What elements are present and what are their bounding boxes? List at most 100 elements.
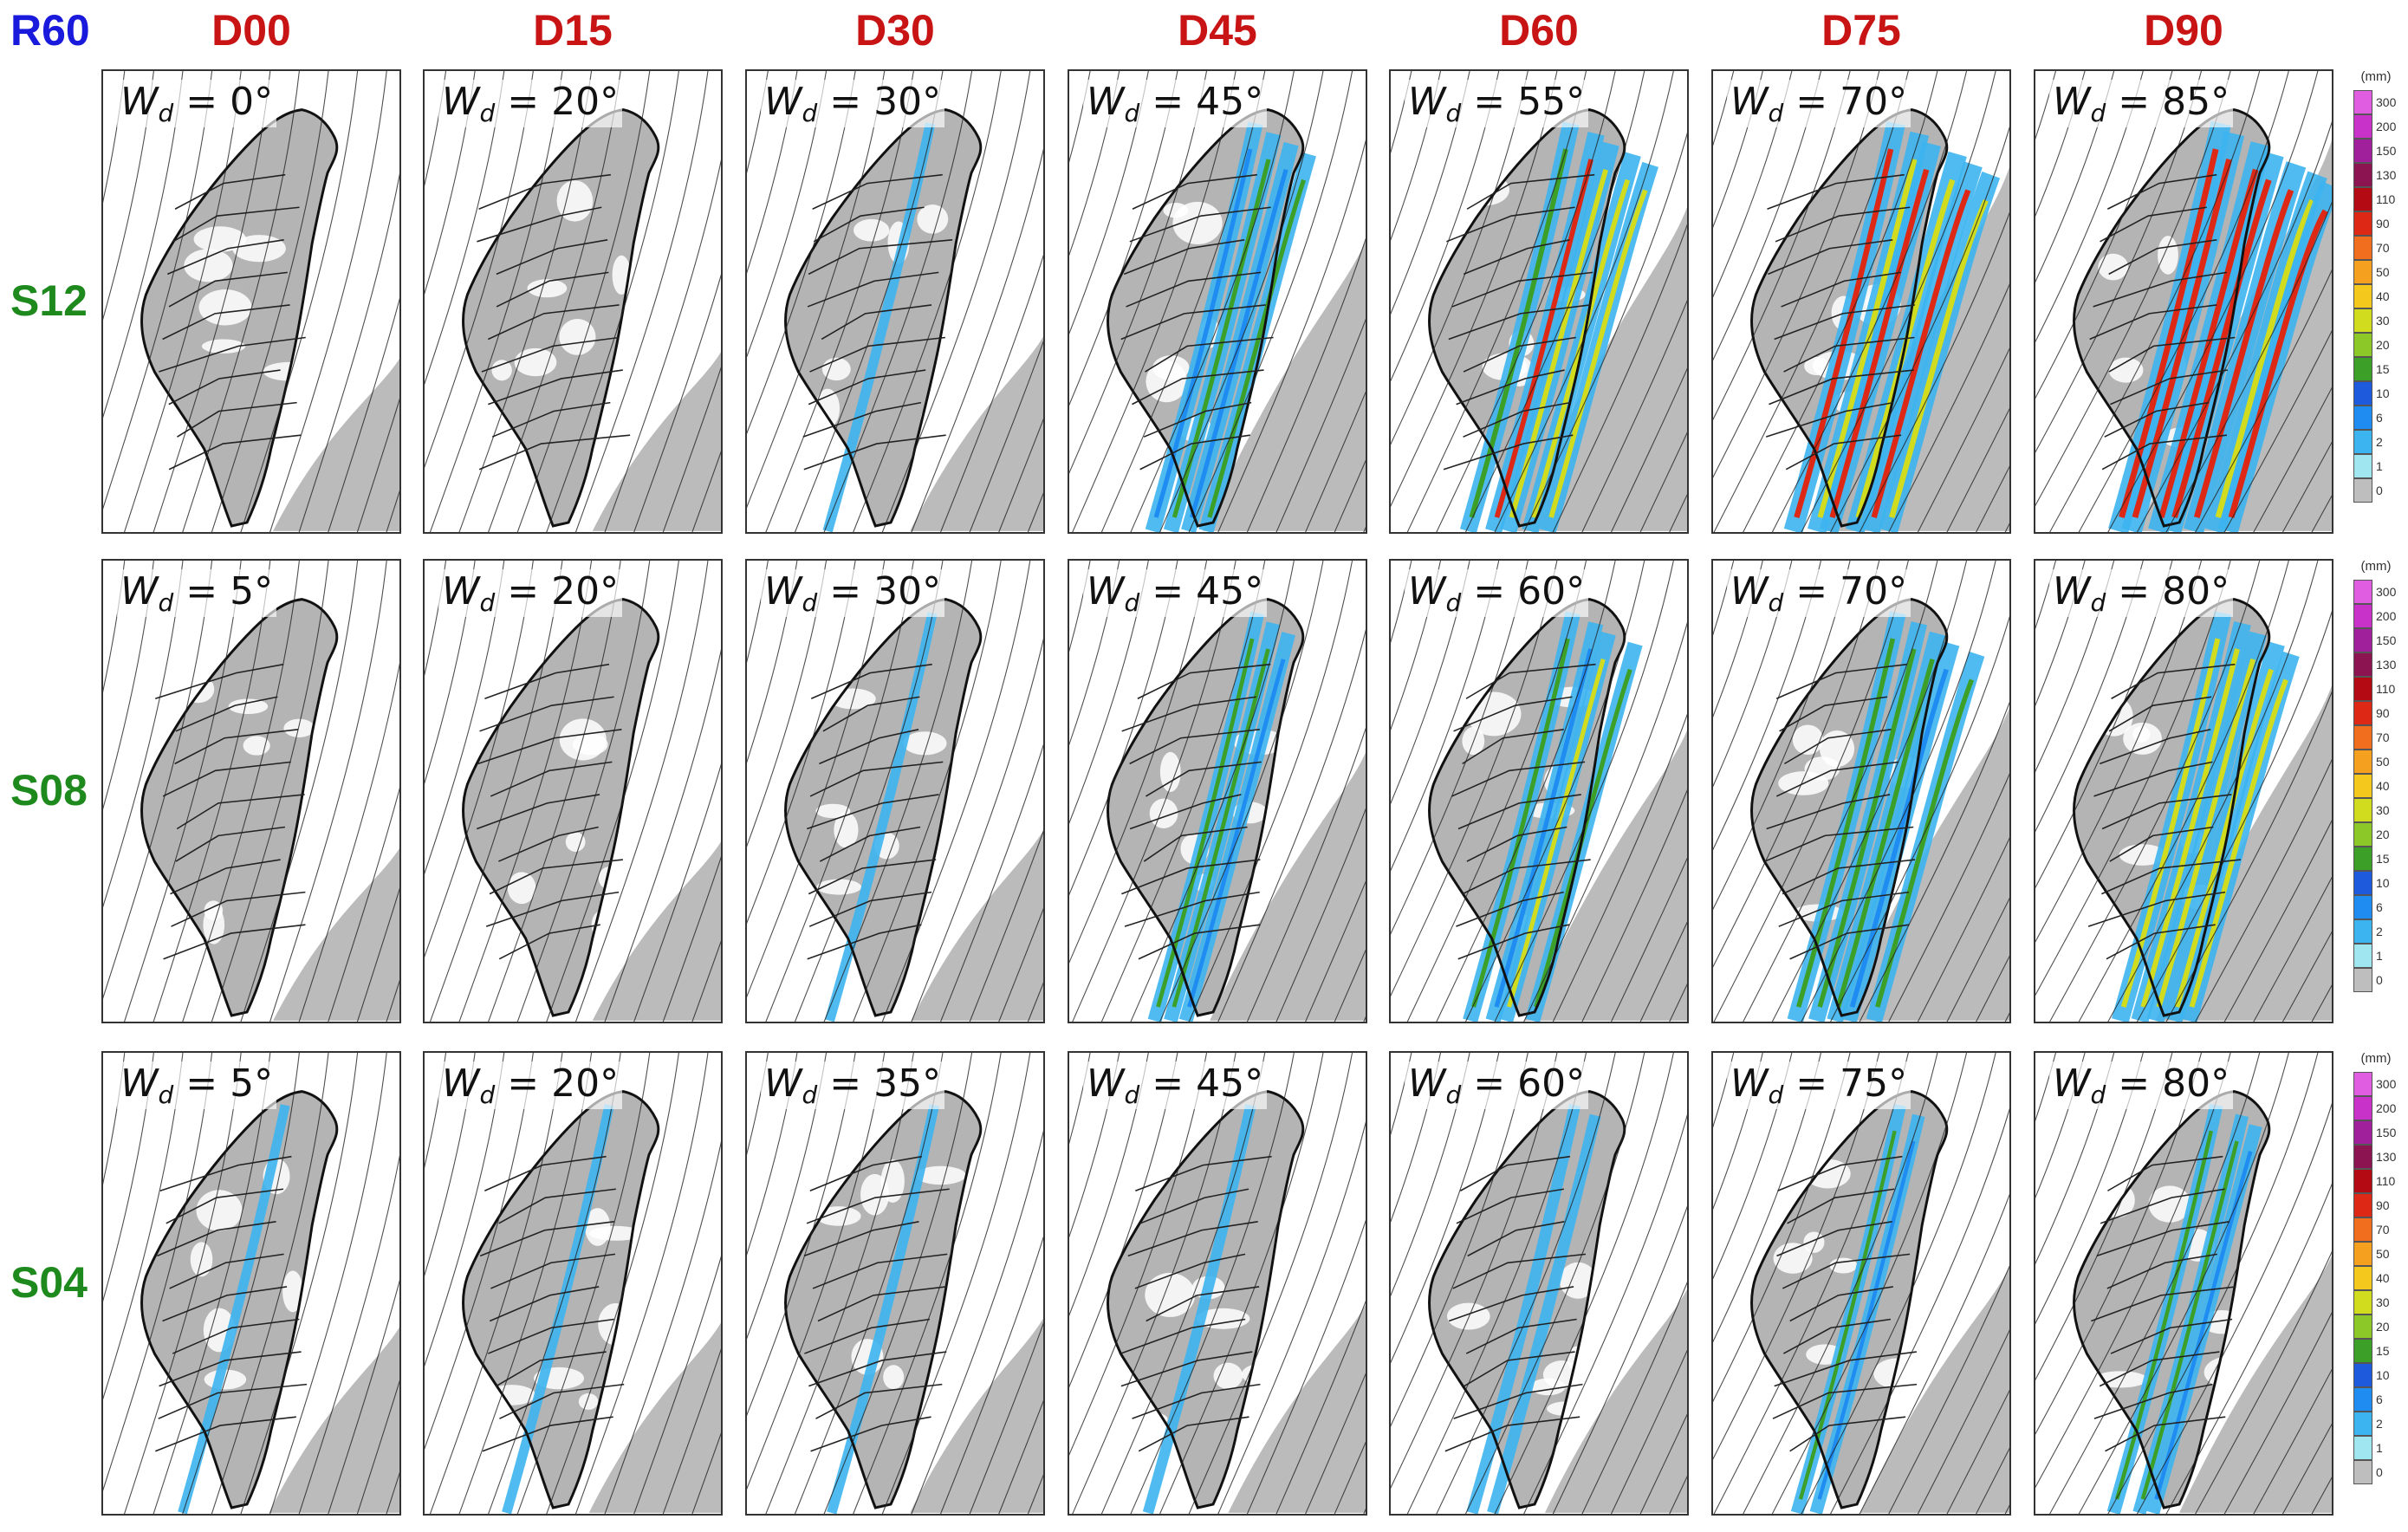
streamline: [182, 1053, 300, 1514]
streamline: [2035, 561, 2231, 996]
streamline-map: [1069, 1053, 1366, 1514]
wd-subscript: d: [2090, 588, 2106, 617]
streamline: [103, 71, 154, 321]
streamline: [103, 561, 184, 908]
county-boundary: [2108, 696, 2212, 732]
colorbar-swatch: [2353, 236, 2372, 260]
dry-patch: [1804, 756, 1840, 781]
county-boundary: [1783, 336, 1915, 373]
wd-value: 5°: [230, 1061, 274, 1106]
county-boundary: [817, 1286, 947, 1322]
county-boundary: [159, 336, 306, 373]
heavy-rain-core: [1835, 659, 1935, 1008]
streamline: [356, 887, 399, 1022]
wd-symbol: W: [1730, 1061, 1769, 1106]
county-boundary: [804, 1318, 931, 1354]
county-boundary: [169, 1253, 284, 1289]
map-panel-s12-d15: Wd = 20°: [423, 69, 723, 534]
county-boundary: [1121, 696, 1256, 732]
wd-symbol: W: [442, 80, 480, 124]
streamline: [2223, 820, 2332, 1022]
county-boundary: [162, 1286, 288, 1322]
streamline: [747, 1053, 886, 1490]
wind-direction-label: Wd = 80°: [2049, 569, 2234, 617]
streamline: [425, 561, 476, 785]
county-boundary: [1120, 1351, 1253, 1387]
streamline: [1159, 1053, 1324, 1514]
dry-patch: [228, 698, 269, 715]
streamline: [103, 1053, 213, 1491]
county-boundary: [1132, 1383, 1261, 1419]
wd-equals: =: [173, 569, 230, 613]
wd-value: 70°: [1840, 569, 1908, 613]
streamline: [1217, 629, 1366, 1022]
streamline: [881, 561, 1031, 1022]
colorbar-tick: 2: [2376, 1417, 2383, 1431]
streamline: [969, 341, 1043, 532]
wd-value: 55°: [1517, 80, 1586, 124]
streamline: [1946, 1389, 2009, 1514]
wind-direction-label: Wd = 70°: [1727, 80, 1911, 127]
colorbar-swatch: [2353, 1169, 2372, 1193]
streamline: [765, 71, 914, 532]
streamline: [1406, 71, 1587, 532]
streamline: [124, 561, 242, 1022]
dry-patch: [491, 360, 512, 381]
colorbar-tick: 70: [2376, 730, 2390, 744]
streamline: [458, 1053, 593, 1514]
dry-patch: [527, 279, 568, 298]
streamline: [747, 1053, 828, 1340]
streamline-map: [2035, 561, 2332, 1022]
streamline: [853, 561, 1002, 1022]
colorbar-swatch: [2353, 1436, 2372, 1460]
wind-direction-label: Wd = 20°: [438, 80, 623, 127]
coastline: [2073, 598, 2271, 1017]
streamline: [425, 71, 447, 187]
streamline: [633, 763, 721, 1022]
county-boundary: [1769, 369, 1914, 406]
coastline: [1428, 598, 1626, 1017]
county-boundary: [477, 206, 602, 243]
wd-symbol: W: [1408, 80, 1446, 124]
streamline: [853, 71, 1002, 532]
dry-patch: [915, 1165, 966, 1185]
streamline: [1406, 1053, 1587, 1514]
streamline: [516, 561, 651, 1022]
dry-patch: [598, 1302, 633, 1346]
county-boundary: [1465, 663, 1596, 699]
streamline: [1069, 561, 1208, 964]
wd-equals: =: [1783, 80, 1840, 124]
rain-band: [502, 1104, 614, 1514]
streamline: [1391, 71, 1529, 445]
streamline: [1713, 71, 1909, 532]
offshore-rain-area: [911, 830, 1043, 1021]
county-boundary: [1453, 696, 1573, 732]
wd-subscript: d: [1768, 588, 1784, 617]
colorbar-swatch: [2353, 1242, 2372, 1266]
wd-symbol: W: [2053, 569, 2091, 613]
streamline: [604, 159, 721, 532]
county-boundary: [1464, 1351, 1575, 1387]
streamline: [2107, 561, 2319, 1022]
county-boundary: [1774, 304, 1915, 341]
wd-symbol: W: [1087, 80, 1125, 124]
streamline: [1100, 1053, 1266, 1514]
streamline: [2253, 1368, 2332, 1514]
wd-symbol: W: [120, 80, 159, 124]
streamline: [1436, 71, 1616, 532]
streamline: [1069, 561, 1178, 896]
colorbar-tick: 10: [2376, 386, 2390, 400]
county-boundary: [2093, 761, 2213, 797]
county-boundary: [1783, 729, 1892, 765]
dry-patch: [1773, 1243, 1813, 1274]
county-boundary: [154, 663, 284, 700]
dry-patch: [184, 249, 233, 282]
offshore-rain-area: [273, 848, 399, 1021]
wind-direction-label: Wd = 5°: [117, 569, 277, 617]
colorbar-tick: 150: [2376, 633, 2397, 647]
county-boundary: [1775, 206, 1911, 243]
wd-subscript: d: [1445, 1081, 1462, 1109]
county-boundary: [808, 369, 926, 406]
dry-patch: [263, 361, 314, 381]
